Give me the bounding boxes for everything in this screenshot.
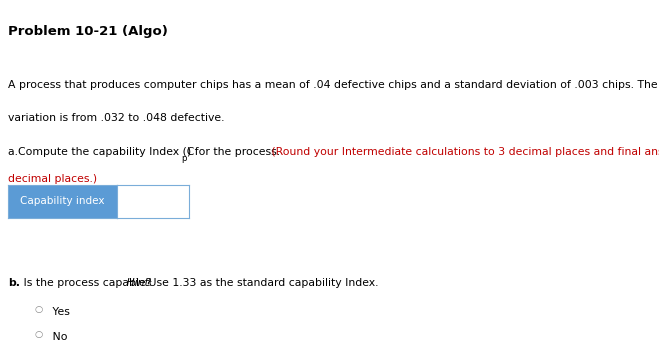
Text: (Round your Intermediate calculations to 3 decimal places and final answer to 2: (Round your Intermediate calculations to…: [268, 147, 659, 157]
Text: b.: b.: [8, 278, 20, 288]
Text: decimal places.): decimal places.): [8, 174, 97, 184]
Text: Is the process capable?: Is the process capable?: [20, 278, 152, 288]
Text: ) for the process.: ) for the process.: [187, 147, 280, 157]
Text: p: p: [181, 154, 186, 163]
Text: Hint:: Hint:: [123, 278, 153, 288]
Text: A process that produces computer chips has a mean of .04 defective chips and a s: A process that produces computer chips h…: [8, 80, 659, 90]
Text: Capability index: Capability index: [20, 196, 105, 207]
Text: variation is from .032 to .048 defective.: variation is from .032 to .048 defective…: [8, 113, 225, 123]
Text: Yes: Yes: [49, 307, 70, 317]
Text: No: No: [49, 332, 67, 342]
Text: a.Compute the capability Index (C: a.Compute the capability Index (C: [8, 147, 194, 157]
Text: ○: ○: [34, 330, 43, 339]
Text: Use 1.33 as the standard capability Index.: Use 1.33 as the standard capability Inde…: [145, 278, 378, 288]
Text: ○: ○: [34, 305, 43, 314]
Text: Problem 10-21 (Algo): Problem 10-21 (Algo): [8, 25, 168, 38]
